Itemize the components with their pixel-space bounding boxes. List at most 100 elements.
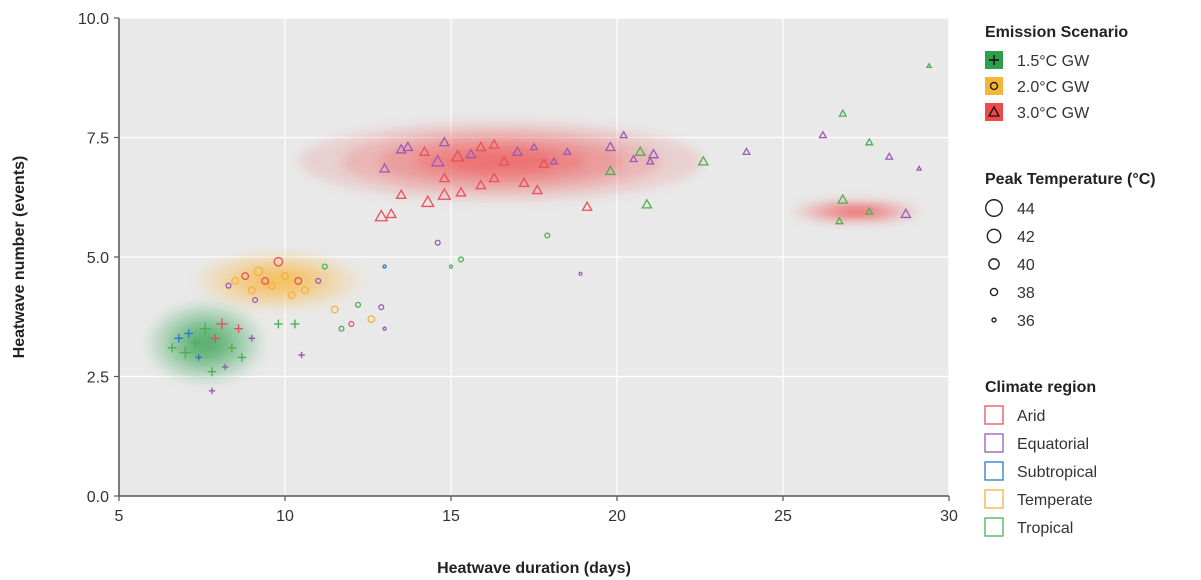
data-point <box>438 136 451 147</box>
legend-region-swatch <box>984 517 1004 537</box>
legend-swatch <box>985 77 1003 95</box>
data-points <box>167 62 933 395</box>
data-point <box>382 326 387 331</box>
y-tick-label: 2.5 <box>87 370 109 387</box>
data-point <box>252 296 259 304</box>
data-point <box>298 351 305 359</box>
data-point <box>434 239 441 246</box>
data-point <box>300 286 309 295</box>
data-point <box>418 145 431 156</box>
data-point <box>195 354 202 361</box>
x-tick-label: 30 <box>940 508 958 525</box>
data-point <box>378 304 385 311</box>
data-point <box>475 141 487 152</box>
data-point <box>538 157 550 168</box>
data-point <box>531 184 544 195</box>
data-point <box>184 329 194 338</box>
legend-label: 38 <box>1017 285 1035 302</box>
legend-scenario-item <box>985 77 1003 95</box>
legend-region-swatch <box>984 461 1004 481</box>
data-point <box>247 286 256 295</box>
data-point <box>210 333 220 343</box>
legend-label: Equatorial <box>1017 436 1089 453</box>
data-point <box>647 148 660 159</box>
triangle-marker-icon <box>987 105 1001 117</box>
data-point <box>273 319 283 329</box>
data-point <box>645 156 655 165</box>
legend-title-size: Peak Temperature (°C) <box>985 171 1156 188</box>
data-point <box>925 62 933 69</box>
data-point <box>231 276 240 285</box>
grid <box>119 17 950 496</box>
y-tick-label: 0.0 <box>87 489 109 506</box>
data-point <box>294 276 303 285</box>
data-point <box>834 216 844 225</box>
density-contour <box>839 208 873 215</box>
legend-title-scenario: Emission Scenario <box>985 24 1128 41</box>
data-point <box>884 151 894 160</box>
data-point <box>864 137 874 146</box>
data-point <box>488 172 500 183</box>
x-tick-label: 20 <box>608 508 626 525</box>
data-point <box>581 200 593 211</box>
data-point <box>227 343 237 353</box>
legend-label: 40 <box>1017 257 1035 274</box>
data-point <box>604 165 617 176</box>
data-point <box>385 208 397 219</box>
legend-label: Arid <box>1017 408 1045 425</box>
data-point <box>378 162 391 173</box>
x-tick-label: 15 <box>442 508 460 525</box>
data-point <box>457 256 465 263</box>
data-point <box>437 187 452 200</box>
data-point <box>838 108 848 117</box>
legend-label: 42 <box>1017 229 1035 246</box>
data-point <box>450 149 465 162</box>
data-point <box>562 147 572 156</box>
data-point <box>382 264 387 269</box>
legend-title-region: Climate region <box>985 379 1096 396</box>
data-point <box>430 154 445 167</box>
data-point <box>190 338 200 348</box>
data-point <box>321 263 328 270</box>
data-point <box>544 232 551 239</box>
legend-label: Temperate <box>1017 492 1093 509</box>
legend-scenario-item <box>985 51 1003 69</box>
data-point <box>511 145 524 156</box>
x-tick-label: 5 <box>115 508 124 525</box>
data-point <box>488 138 500 149</box>
data-point <box>261 276 270 285</box>
legend-region-swatch <box>984 489 1004 509</box>
legend-region-swatch <box>984 433 1004 453</box>
data-point <box>290 319 300 329</box>
legend-label: 36 <box>1017 313 1035 330</box>
y-tick-label: 7.5 <box>87 131 109 148</box>
data-point <box>465 148 477 159</box>
data-point <box>281 272 289 281</box>
data-point <box>315 277 322 284</box>
legend-region-swatch <box>984 405 1004 425</box>
data-point <box>518 176 530 188</box>
data-point <box>354 301 362 308</box>
data-point <box>619 130 629 139</box>
legend-size-marker <box>985 199 1003 217</box>
data-point <box>273 256 284 267</box>
data-point <box>448 264 454 269</box>
legend-size-marker <box>986 228 1002 244</box>
data-point <box>837 193 849 204</box>
data-point <box>402 141 414 152</box>
data-point <box>641 198 653 209</box>
legend-size-marker <box>988 258 1000 270</box>
legend-label: 3.0°C GW <box>1017 105 1090 122</box>
data-point <box>900 208 912 219</box>
data-point <box>287 291 296 300</box>
y-axis-title: Heatwave number (events) <box>11 156 28 359</box>
circle-marker-icon <box>989 81 999 91</box>
data-point <box>629 154 639 163</box>
x-axis-title: Heatwave duration (days) <box>437 560 631 577</box>
data-point <box>549 156 559 165</box>
data-point <box>167 343 177 353</box>
density-contour <box>256 273 300 289</box>
data-point <box>248 335 255 342</box>
data-point <box>241 272 250 281</box>
data-point <box>455 186 467 197</box>
